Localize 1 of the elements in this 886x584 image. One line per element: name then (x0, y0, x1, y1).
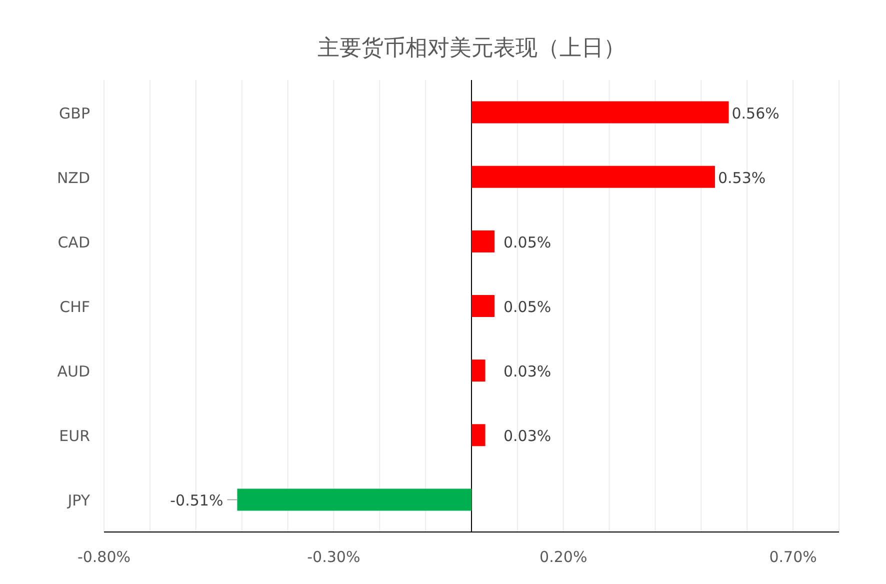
title: 主要货币相对美元表现（上日） (318, 36, 626, 61)
